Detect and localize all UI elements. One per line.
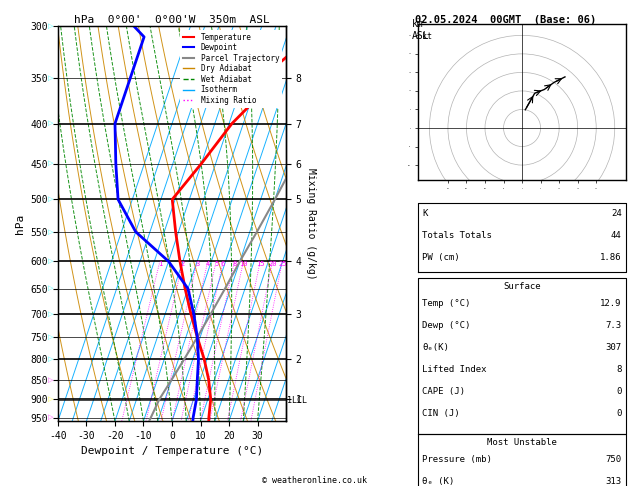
Text: ▷: ▷ [48, 121, 53, 126]
Y-axis label: hPa: hPa [15, 213, 25, 234]
Text: 6: 6 [221, 261, 225, 267]
Text: ▷: ▷ [48, 259, 53, 264]
Text: Surface: Surface [503, 282, 541, 291]
Text: Totals Totals: Totals Totals [423, 231, 493, 240]
Text: CAPE (J): CAPE (J) [423, 387, 465, 396]
Text: CIN (J): CIN (J) [423, 409, 460, 418]
Text: PW (cm): PW (cm) [423, 253, 460, 262]
Text: 3: 3 [195, 261, 199, 267]
Text: Dewp (°C): Dewp (°C) [423, 321, 471, 330]
Text: 10: 10 [239, 261, 248, 267]
Text: θₑ(K): θₑ(K) [423, 343, 449, 352]
Text: 1: 1 [158, 261, 162, 267]
Text: 44: 44 [611, 231, 621, 240]
Text: Most Unstable: Most Unstable [487, 438, 557, 447]
Text: kt: kt [423, 32, 432, 41]
Text: 1.86: 1.86 [600, 253, 621, 262]
Text: 0: 0 [616, 387, 621, 396]
Text: 02.05.2024  00GMT  (Base: 06): 02.05.2024 00GMT (Base: 06) [415, 15, 596, 25]
Text: 25: 25 [278, 261, 287, 267]
Text: ▷: ▷ [48, 334, 53, 340]
Text: Pressure (mb): Pressure (mb) [423, 455, 493, 465]
Text: ▷: ▷ [48, 356, 53, 362]
Text: ▷: ▷ [48, 75, 53, 81]
Text: ▷: ▷ [48, 377, 53, 383]
Text: K: K [423, 209, 428, 218]
Text: Temp (°C): Temp (°C) [423, 299, 471, 309]
Text: θₑ (K): θₑ (K) [423, 477, 455, 486]
Text: 4: 4 [206, 261, 210, 267]
Text: ▷: ▷ [48, 23, 53, 29]
Text: km
ASL: km ASL [412, 19, 430, 41]
Text: ▷: ▷ [48, 415, 53, 420]
Legend: Temperature, Dewpoint, Parcel Trajectory, Dry Adiabat, Wet Adiabat, Isotherm, Mi: Temperature, Dewpoint, Parcel Trajectory… [180, 30, 282, 108]
Title: hPa  0°00'  0°00'W  350m  ASL: hPa 0°00' 0°00'W 350m ASL [74, 15, 270, 25]
Text: 20: 20 [268, 261, 277, 267]
Text: 750: 750 [606, 455, 621, 465]
Text: ▷: ▷ [48, 311, 53, 317]
X-axis label: Dewpoint / Temperature (°C): Dewpoint / Temperature (°C) [81, 447, 263, 456]
Y-axis label: Mixing Ratio (g/kg): Mixing Ratio (g/kg) [306, 168, 316, 279]
Text: Lifted Index: Lifted Index [423, 365, 487, 374]
Text: ▷: ▷ [48, 396, 53, 402]
Text: 2: 2 [181, 261, 185, 267]
Text: 313: 313 [606, 477, 621, 486]
Text: 8: 8 [616, 365, 621, 374]
Text: 1LCL: 1LCL [287, 396, 308, 405]
Text: 8: 8 [232, 261, 237, 267]
Text: © weatheronline.co.uk: © weatheronline.co.uk [262, 476, 367, 485]
Text: 7.3: 7.3 [606, 321, 621, 330]
Text: ▷: ▷ [48, 229, 53, 235]
Text: 0: 0 [616, 409, 621, 418]
Text: 15: 15 [256, 261, 264, 267]
Text: 307: 307 [606, 343, 621, 352]
Text: 12.9: 12.9 [600, 299, 621, 309]
Text: 24: 24 [611, 209, 621, 218]
Text: ▷: ▷ [48, 196, 53, 202]
Text: ▷: ▷ [48, 286, 53, 292]
Text: 5: 5 [214, 261, 218, 267]
Text: ▷: ▷ [48, 160, 53, 167]
